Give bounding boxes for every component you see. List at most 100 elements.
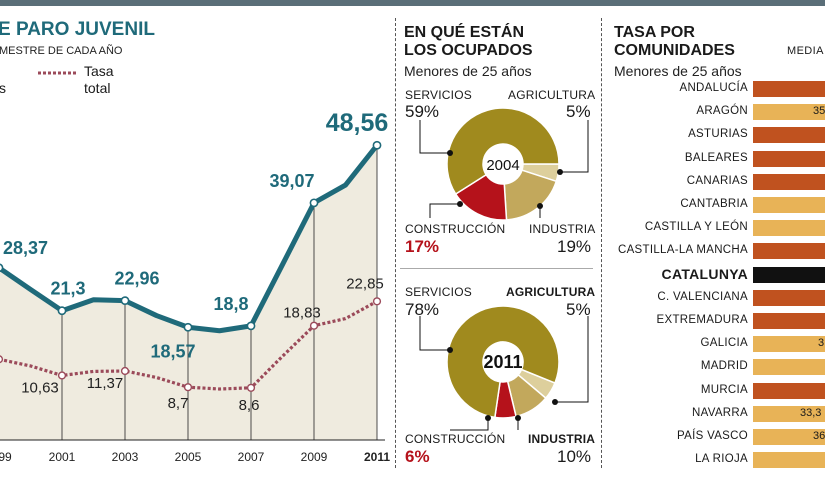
youth-point bbox=[246, 321, 256, 331]
donut2004-agricultura-label: AGRICULTURA bbox=[508, 88, 596, 102]
donut2004-industria-value: 19% bbox=[557, 237, 592, 256]
donut2004-industria-label: INDUSTRIA bbox=[529, 222, 596, 236]
region-label: NAVARRA bbox=[692, 406, 748, 419]
legend-youth-label-fragment: s bbox=[0, 80, 6, 96]
donut2011-industria-label: INDUSTRIA bbox=[528, 432, 596, 446]
donut2011-agricultura-value: 5% bbox=[566, 300, 591, 319]
region-bar bbox=[753, 150, 825, 167]
regions-panel-title: TASA POR COMUNIDADES bbox=[614, 24, 735, 60]
region-label: CANARIAS bbox=[686, 174, 748, 187]
youth-point bbox=[309, 198, 319, 208]
donut2004-center-hole bbox=[483, 144, 523, 184]
donut2004-industria-dot bbox=[537, 203, 543, 209]
x-tick-label: 2003 bbox=[112, 450, 139, 464]
region-label: CATALUNYA bbox=[661, 265, 748, 282]
region-bar bbox=[753, 289, 825, 306]
region-bar bbox=[753, 243, 825, 260]
donut2004-servicios-value: 59% bbox=[405, 102, 440, 121]
region-bar bbox=[753, 220, 825, 237]
top-rule bbox=[0, 0, 825, 6]
donut2004-agricultura-leader bbox=[560, 120, 589, 173]
donut2011-center-hole bbox=[483, 342, 523, 382]
regions-title-line1: TASA POR bbox=[614, 24, 695, 41]
media-column-header: MEDIA bbox=[787, 45, 824, 57]
region-bar bbox=[753, 313, 825, 329]
region-label: ARAGÓN bbox=[696, 105, 748, 118]
x-tick-label: 99 bbox=[0, 450, 12, 464]
donut2004-servicios-label: SERVICIOS bbox=[405, 88, 472, 102]
chart-subtitle: MESTRE DE CADA AÑO bbox=[0, 45, 123, 57]
total-value-label: 22,85 bbox=[346, 275, 384, 292]
total-value-label: 18,83 bbox=[283, 305, 321, 322]
donut2011-center-label: 2011 bbox=[483, 352, 522, 372]
total-point bbox=[183, 383, 193, 392]
legend-total-label-line2: total bbox=[84, 80, 111, 96]
occupied-panel-title: EN QUÉ ESTÁN LOS OCUPADOS bbox=[404, 24, 533, 60]
region-bar bbox=[753, 359, 825, 376]
region-bar bbox=[753, 173, 825, 190]
regions-subtitle: Menores de 25 años bbox=[614, 63, 742, 79]
occupied-title-line1: EN QUÉ ESTÁN bbox=[404, 24, 525, 41]
donut2011-industria-value: 10% bbox=[557, 447, 592, 466]
youth-point bbox=[183, 322, 193, 332]
region-bar bbox=[753, 104, 825, 121]
donut2011-servicios-label: SERVICIOS bbox=[405, 285, 472, 299]
region-label: C. VALENCIANA bbox=[657, 290, 748, 303]
region-label: CASTILLA Y LEÓN bbox=[644, 221, 748, 234]
total-value-label: 8,7 bbox=[168, 395, 189, 412]
total-point bbox=[246, 383, 256, 392]
donut2011-servicios-leader bbox=[419, 316, 450, 351]
region-bar bbox=[753, 336, 825, 353]
total-value-label: 11,37 bbox=[87, 375, 123, 392]
donut2004-agricultura-dot bbox=[557, 169, 563, 175]
regions-title-line2: COMUNIDADES bbox=[614, 42, 735, 59]
donut-divider bbox=[400, 268, 593, 269]
donut2004-construccion-value: 17% bbox=[405, 237, 440, 256]
region-value-label: 33,3 bbox=[800, 406, 822, 419]
total-value-label: 8,6 bbox=[239, 397, 260, 414]
youth-unemployment-line-chart: 28,37 21,3 22,96 18,57 18,8 39,07 48,56 10,63 11… bbox=[0, 109, 390, 464]
region-bar bbox=[753, 197, 825, 213]
region-bar bbox=[753, 81, 825, 97]
region-label: LA RIOJA bbox=[695, 453, 748, 466]
youth-value-label: 22,96 bbox=[114, 269, 159, 289]
youth-point bbox=[120, 296, 130, 306]
region-value-label: 3 bbox=[818, 337, 825, 350]
panel-divider bbox=[395, 18, 396, 468]
panel-divider-2 bbox=[601, 18, 602, 468]
region-label: ANDALUCÍA bbox=[679, 82, 748, 94]
donut2011-servicios-value: 78% bbox=[405, 300, 440, 319]
region-bar bbox=[753, 266, 825, 283]
youth-value-label: 21,3 bbox=[50, 279, 85, 299]
total-value-label: 10,63 bbox=[21, 379, 59, 396]
x-tick-label: 2001 bbox=[49, 450, 76, 464]
youth-value-label: 48,56 bbox=[326, 109, 389, 137]
donut2004-servicios-dot bbox=[447, 150, 453, 156]
region-label: GALICIA bbox=[700, 337, 748, 350]
donut2004-agricultura-value: 5% bbox=[566, 102, 591, 121]
legend-total-swatch bbox=[38, 71, 78, 75]
x-tick-label: 2009 bbox=[301, 450, 328, 464]
youth-point bbox=[372, 140, 382, 150]
region-value-label: 36 bbox=[813, 430, 825, 442]
region-bar bbox=[753, 127, 825, 144]
donut2011-agricultura-dot bbox=[552, 399, 558, 405]
donut2011-servicios-dot bbox=[447, 347, 453, 353]
total-point bbox=[0, 355, 4, 364]
region-label: MURCIA bbox=[700, 383, 748, 396]
donut2004-center-label: 2004 bbox=[486, 157, 519, 174]
donut2011-agricultura-label: AGRICULTURA bbox=[506, 285, 596, 299]
region-bar bbox=[753, 382, 825, 399]
youth-area-fill bbox=[0, 145, 377, 440]
x-tick-label: 2005 bbox=[175, 450, 202, 464]
page-title: E PARO JUVENIL bbox=[0, 19, 155, 40]
total-point bbox=[57, 371, 67, 380]
legend-total-label-line1: Tasa bbox=[84, 63, 114, 79]
region-label: EXTREMADURA bbox=[656, 314, 748, 326]
total-point bbox=[309, 321, 319, 330]
youth-value-label: 18,57 bbox=[150, 341, 195, 361]
region-label: BALEARES bbox=[684, 151, 748, 164]
occupation-donut-charts: 2004 2011 bbox=[419, 107, 589, 431]
donut2011-construccion-label: CONSTRUCCIÓN bbox=[405, 432, 506, 446]
region-label: CASTILLA-LA MANCHA bbox=[617, 244, 748, 257]
